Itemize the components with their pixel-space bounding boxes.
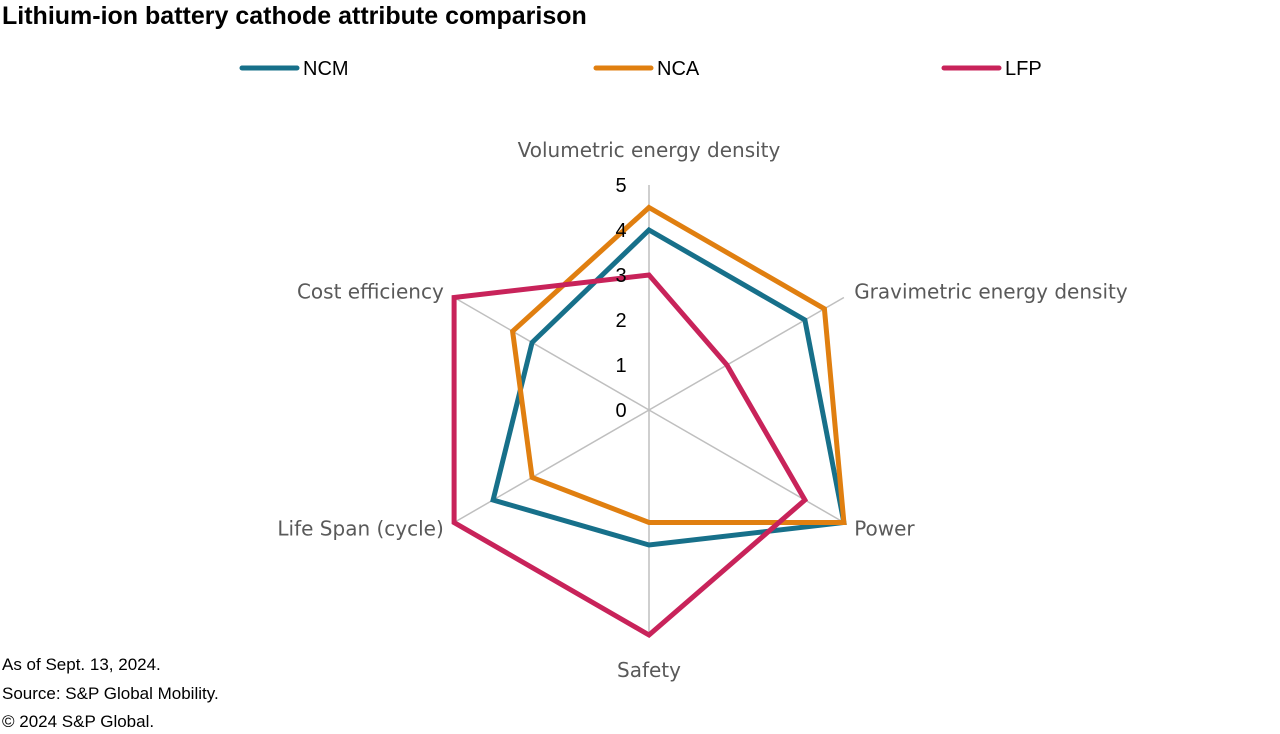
axis-labels: Volumetric energy density Gravimetric ene… (277, 138, 1127, 682)
tick-label-2: 2 (615, 310, 626, 332)
copyright-note: © 2024 S&P Global. (2, 712, 155, 731)
series-layer (451, 204, 847, 639)
radar-spokes (453, 185, 845, 635)
tick-label-5: 5 (615, 175, 626, 197)
spoke-life-span-cycle (453, 409, 650, 524)
axis-label-cost-efficiency: Cost efficiency (297, 280, 444, 304)
axis-label-volumetric-energy-density: Volumetric energy density (518, 138, 781, 162)
tick-label-4: 4 (615, 220, 626, 242)
series-ncm-polygon (490, 226, 847, 548)
legend-label-lfp: LFP (1005, 58, 1042, 80)
spoke-cost-efficiency (453, 296, 650, 411)
axis-label-life-span-cycle: Life Span (cycle) (277, 517, 443, 541)
legend: NCM NCA LFP (239, 58, 1042, 80)
source-note: Source: S&P Global Mobility. (2, 684, 219, 703)
tick-label-1: 1 (615, 355, 626, 377)
chart-title: Lithium-ion battery cathode attribute co… (2, 2, 587, 30)
legend-label-ncm: NCM (303, 58, 349, 80)
as-of-date: As of Sept. 13, 2024. (2, 655, 161, 674)
axis-label-safety: Safety (617, 658, 681, 682)
tick-label-0: 0 (615, 400, 626, 422)
spoke-gravimetric-energy-density (648, 296, 845, 411)
axis-label-gravimetric-energy-density: Gravimetric energy density (854, 280, 1128, 304)
spoke-power (648, 409, 845, 524)
axis-label-power: Power (854, 517, 915, 541)
series-lfp-polygon (451, 272, 809, 639)
series-nca-polygon (509, 204, 847, 525)
legend-label-nca: NCA (657, 58, 700, 80)
tick-labels: 0 1 2 3 4 5 (615, 175, 626, 422)
tick-label-3: 3 (615, 265, 626, 287)
